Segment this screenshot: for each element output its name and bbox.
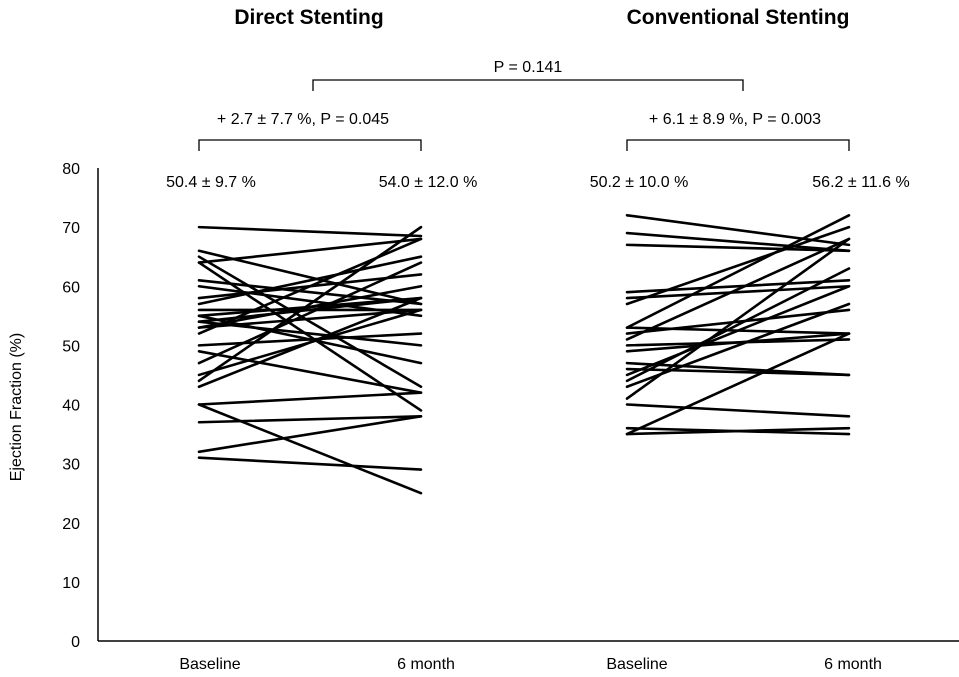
direct-patient-line bbox=[197, 255, 423, 389]
y-tick-labels: 0 10 20 30 40 50 60 70 80 bbox=[62, 161, 80, 651]
conventional-change-annotation: + 6.1 ± 8.9 %, P = 0.003 bbox=[649, 111, 821, 128]
y-tick-label: 20 bbox=[62, 516, 80, 533]
conventional-patient-line bbox=[625, 243, 851, 253]
conventional-patient-line bbox=[625, 308, 851, 335]
conventional-patient-line bbox=[625, 332, 851, 436]
direct-patient-line bbox=[197, 415, 423, 454]
direct-patient-line bbox=[197, 296, 423, 389]
direct-patient-line bbox=[197, 225, 423, 383]
conventional-stenting-patient-lines bbox=[625, 214, 851, 436]
x-tick-direct-baseline: Baseline bbox=[179, 656, 240, 673]
y-tick-label: 50 bbox=[62, 338, 80, 355]
between-groups-p-value: P = 0.141 bbox=[494, 59, 563, 76]
conventional-followup-summary: 56.2 ± 11.6 % bbox=[812, 174, 909, 191]
direct-change-bracket bbox=[198, 139, 422, 151]
direct-stenting-patient-lines bbox=[197, 225, 423, 495]
direct-patient-line bbox=[197, 284, 423, 329]
direct-patient-line bbox=[197, 349, 423, 394]
x-tick-conventional-baseline: Baseline bbox=[606, 656, 667, 673]
direct-baseline-summary: 50.4 ± 9.7 % bbox=[166, 174, 256, 191]
conventional-patient-line bbox=[625, 231, 851, 253]
conventional-patient-line bbox=[625, 284, 851, 377]
conventional-patient-line bbox=[625, 214, 851, 247]
y-tick-label: 10 bbox=[62, 575, 80, 592]
conventional-patient-line bbox=[625, 426, 851, 436]
conventional-change-bracket bbox=[626, 139, 850, 151]
between-groups-bracket bbox=[312, 79, 744, 91]
conventional-patient-line bbox=[625, 367, 851, 377]
direct-followup-summary: 54.0 ± 12.0 % bbox=[379, 174, 478, 191]
x-tick-conventional-6-month: 6 month bbox=[824, 656, 882, 673]
direct-patient-line bbox=[197, 391, 423, 406]
y-tick-label: 40 bbox=[62, 398, 80, 415]
direct-patient-line bbox=[197, 332, 423, 347]
direct-patient-line bbox=[197, 415, 423, 424]
direct-patient-line bbox=[197, 403, 423, 495]
y-axis-label: Ejection Fraction (%) bbox=[8, 333, 25, 482]
conventional-patient-line bbox=[625, 237, 851, 400]
conventional-patient-line bbox=[625, 225, 851, 306]
direct-patient-line bbox=[197, 237, 423, 335]
direct-patient-line bbox=[197, 225, 423, 238]
direct-patient-line bbox=[197, 237, 423, 264]
x-tick-direct-6-month: 6 month bbox=[397, 656, 455, 673]
y-tick-label: 60 bbox=[62, 279, 80, 296]
conventional-patient-line bbox=[625, 403, 851, 418]
conventional-patient-line bbox=[625, 267, 851, 383]
conventional-patient-line bbox=[625, 237, 851, 341]
y-tick-label: 30 bbox=[62, 457, 80, 474]
conventional-baseline-summary: 50.2 ± 10.0 % bbox=[590, 174, 689, 191]
direct-patient-line bbox=[197, 456, 423, 471]
direct-change-annotation: + 2.7 ± 7.7 %, P = 0.045 bbox=[217, 111, 389, 128]
direct-patient-line bbox=[197, 261, 423, 365]
y-tick-label: 70 bbox=[62, 220, 80, 237]
conventional-stenting-title: Conventional Stenting bbox=[627, 6, 850, 29]
y-tick-label: 80 bbox=[62, 161, 80, 178]
conventional-patient-line bbox=[625, 214, 851, 329]
y-tick-label: 0 bbox=[71, 634, 80, 651]
direct-patient-line bbox=[197, 255, 423, 306]
direct-stenting-title: Direct Stenting bbox=[234, 6, 383, 29]
conventional-patient-line bbox=[625, 332, 851, 353]
